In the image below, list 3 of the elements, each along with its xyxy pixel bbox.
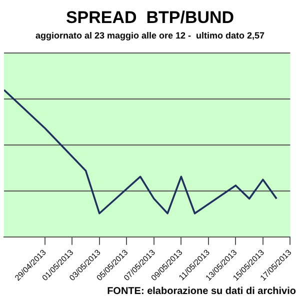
- chart-title: SPREAD BTP/BUND: [66, 8, 234, 27]
- chart-subtitle: aggiornato al 23 maggio alle ore 12 - ultimo dato 2,57: [35, 30, 265, 40]
- source-note: FONTE: elaborazione su dati di archivio: [107, 286, 296, 297]
